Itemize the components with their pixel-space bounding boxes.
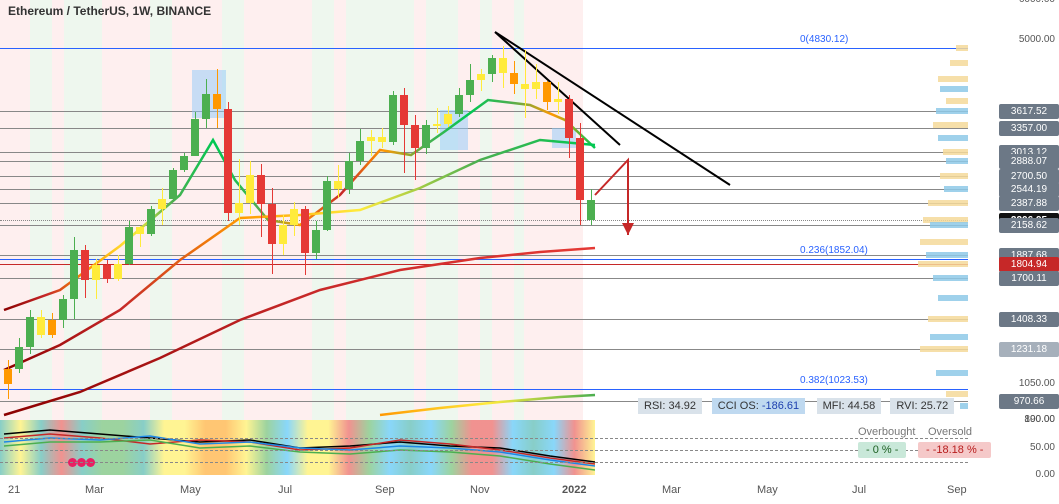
price-level-box: 3617.52 xyxy=(999,104,1059,119)
vol-profile-bar xyxy=(933,122,968,128)
vol-profile-bar xyxy=(938,135,968,141)
price-level-line xyxy=(0,152,968,153)
oversold-label: Oversold xyxy=(928,426,972,438)
vol-profile-bar xyxy=(943,149,968,155)
bg-stripe xyxy=(458,0,480,420)
vol-profile-bar xyxy=(960,403,968,409)
oversold-value: - -18.18 % - xyxy=(918,442,991,458)
bg-stripe xyxy=(30,0,52,420)
price-level-line xyxy=(0,161,968,162)
bg-stripe xyxy=(514,0,524,420)
vol-profile-bar xyxy=(918,261,968,267)
bg-stripe xyxy=(334,0,346,420)
price-level-line xyxy=(0,189,968,190)
price-level-box: 3357.00 xyxy=(999,121,1059,136)
vol-profile-bar xyxy=(930,222,968,228)
indicator-tick: 100.00 xyxy=(1024,414,1055,425)
price-level-line xyxy=(0,349,968,350)
price-level-line xyxy=(0,319,968,320)
price-level-line xyxy=(0,278,968,279)
indicator-level-line xyxy=(0,462,968,463)
rvi-readout: RVI: 25.72 xyxy=(890,398,954,414)
vol-profile-bar xyxy=(940,173,968,179)
indicator-level-line xyxy=(0,450,968,451)
vol-profile-bar xyxy=(946,158,968,164)
time-tick: May xyxy=(757,484,778,496)
vol-profile-bar xyxy=(928,316,968,322)
fib-label: 0.382(1023.53) xyxy=(800,375,868,386)
price-level-box: 1408.33 xyxy=(999,312,1059,327)
mfi-readout: MFI: 44.58 xyxy=(817,398,882,414)
bg-stripe xyxy=(172,0,222,420)
bg-stripe xyxy=(102,0,150,420)
price-tick: 6000.00 xyxy=(995,0,1055,5)
price-tick: 5000.00 xyxy=(995,34,1055,45)
vol-profile-bar xyxy=(944,186,968,192)
price-level-line xyxy=(0,203,968,204)
fib-label: 0(4830.12) xyxy=(800,34,848,45)
vol-profile-bar xyxy=(930,334,968,340)
price-level-line xyxy=(0,264,968,265)
price-level-box: 1700.11 xyxy=(999,271,1059,286)
time-tick: Jul xyxy=(852,484,866,496)
price-level-line xyxy=(0,111,968,112)
overbought-label: Overbought xyxy=(858,426,915,438)
price-level-box: 2888.07 xyxy=(999,154,1059,169)
price-level-line xyxy=(0,225,968,226)
vol-profile-bar xyxy=(920,239,968,245)
time-tick: Nov xyxy=(470,484,490,496)
vol-profile-bar xyxy=(940,86,968,92)
vol-profile-bar xyxy=(936,108,968,114)
bg-stripe xyxy=(346,0,414,420)
rsi-readout: RSI: 34.92 xyxy=(638,398,702,414)
time-tick: Mar xyxy=(85,484,104,496)
time-tick: Jul xyxy=(278,484,292,496)
bg-stripe xyxy=(524,0,583,420)
price-level-box: 2158.62 xyxy=(999,218,1059,233)
vol-profile-bar xyxy=(950,60,968,66)
time-tick: Sep xyxy=(375,484,395,496)
time-tick: Mar xyxy=(662,484,681,496)
bg-stripe xyxy=(426,0,458,420)
price-level-line xyxy=(0,176,968,177)
price-level-box: 1231.18 xyxy=(999,342,1059,357)
bg-stripe xyxy=(64,0,102,420)
fib-line xyxy=(0,48,968,49)
price-level-box: 2544.19 xyxy=(999,182,1059,197)
vol-profile-bar xyxy=(928,200,968,206)
price-tick: 1050.00 xyxy=(995,378,1055,389)
vol-profile-bar xyxy=(936,370,968,376)
price-level-box: 970.66 xyxy=(999,394,1059,409)
price-level-line xyxy=(0,220,968,221)
indicator-tick: 50.00 xyxy=(1030,442,1055,453)
indicator-level-line xyxy=(0,438,968,439)
vol-profile-bar xyxy=(956,45,968,51)
overbought-value: - 0 % - xyxy=(858,442,906,458)
fib-label: 0.236(1852.04) xyxy=(800,245,868,256)
vol-profile-bar xyxy=(920,346,968,352)
bg-stripe xyxy=(414,0,426,420)
indicator-tick: 0.00 xyxy=(1036,469,1055,480)
time-tick: 2022 xyxy=(562,484,586,496)
vol-profile-bar xyxy=(938,295,968,301)
price-axis[interactable]: 6000.005000.003617.523357.003013.122888.… xyxy=(968,0,1059,420)
time-axis[interactable]: 21 Mar May Jul Sep Nov 2022 Mar May Jul Sep xyxy=(0,475,968,504)
price-level-line xyxy=(0,128,968,129)
time-tick: May xyxy=(180,484,201,496)
vol-profile-bar xyxy=(926,252,968,258)
time-tick: 21 xyxy=(8,484,20,496)
vol-profile-bar xyxy=(933,275,968,281)
fib-line xyxy=(0,259,968,260)
time-tick: Sep xyxy=(947,484,967,496)
indicator-panel[interactable] xyxy=(0,420,968,475)
bg-stripe xyxy=(52,0,64,420)
price-chart[interactable]: Ethereum / TetherUS, 1W, BINANCE 0(4830.… xyxy=(0,0,968,420)
cci-readout: CCI OS: -186.61 xyxy=(712,398,805,414)
fib-line xyxy=(0,389,968,390)
vol-profile-bar xyxy=(946,98,968,104)
price-level-box: 2387.88 xyxy=(999,196,1059,211)
vol-profile-bar xyxy=(938,76,968,82)
vol-profile-bar xyxy=(946,391,968,397)
chart-title: Ethereum / TetherUS, 1W, BINANCE xyxy=(8,4,211,18)
